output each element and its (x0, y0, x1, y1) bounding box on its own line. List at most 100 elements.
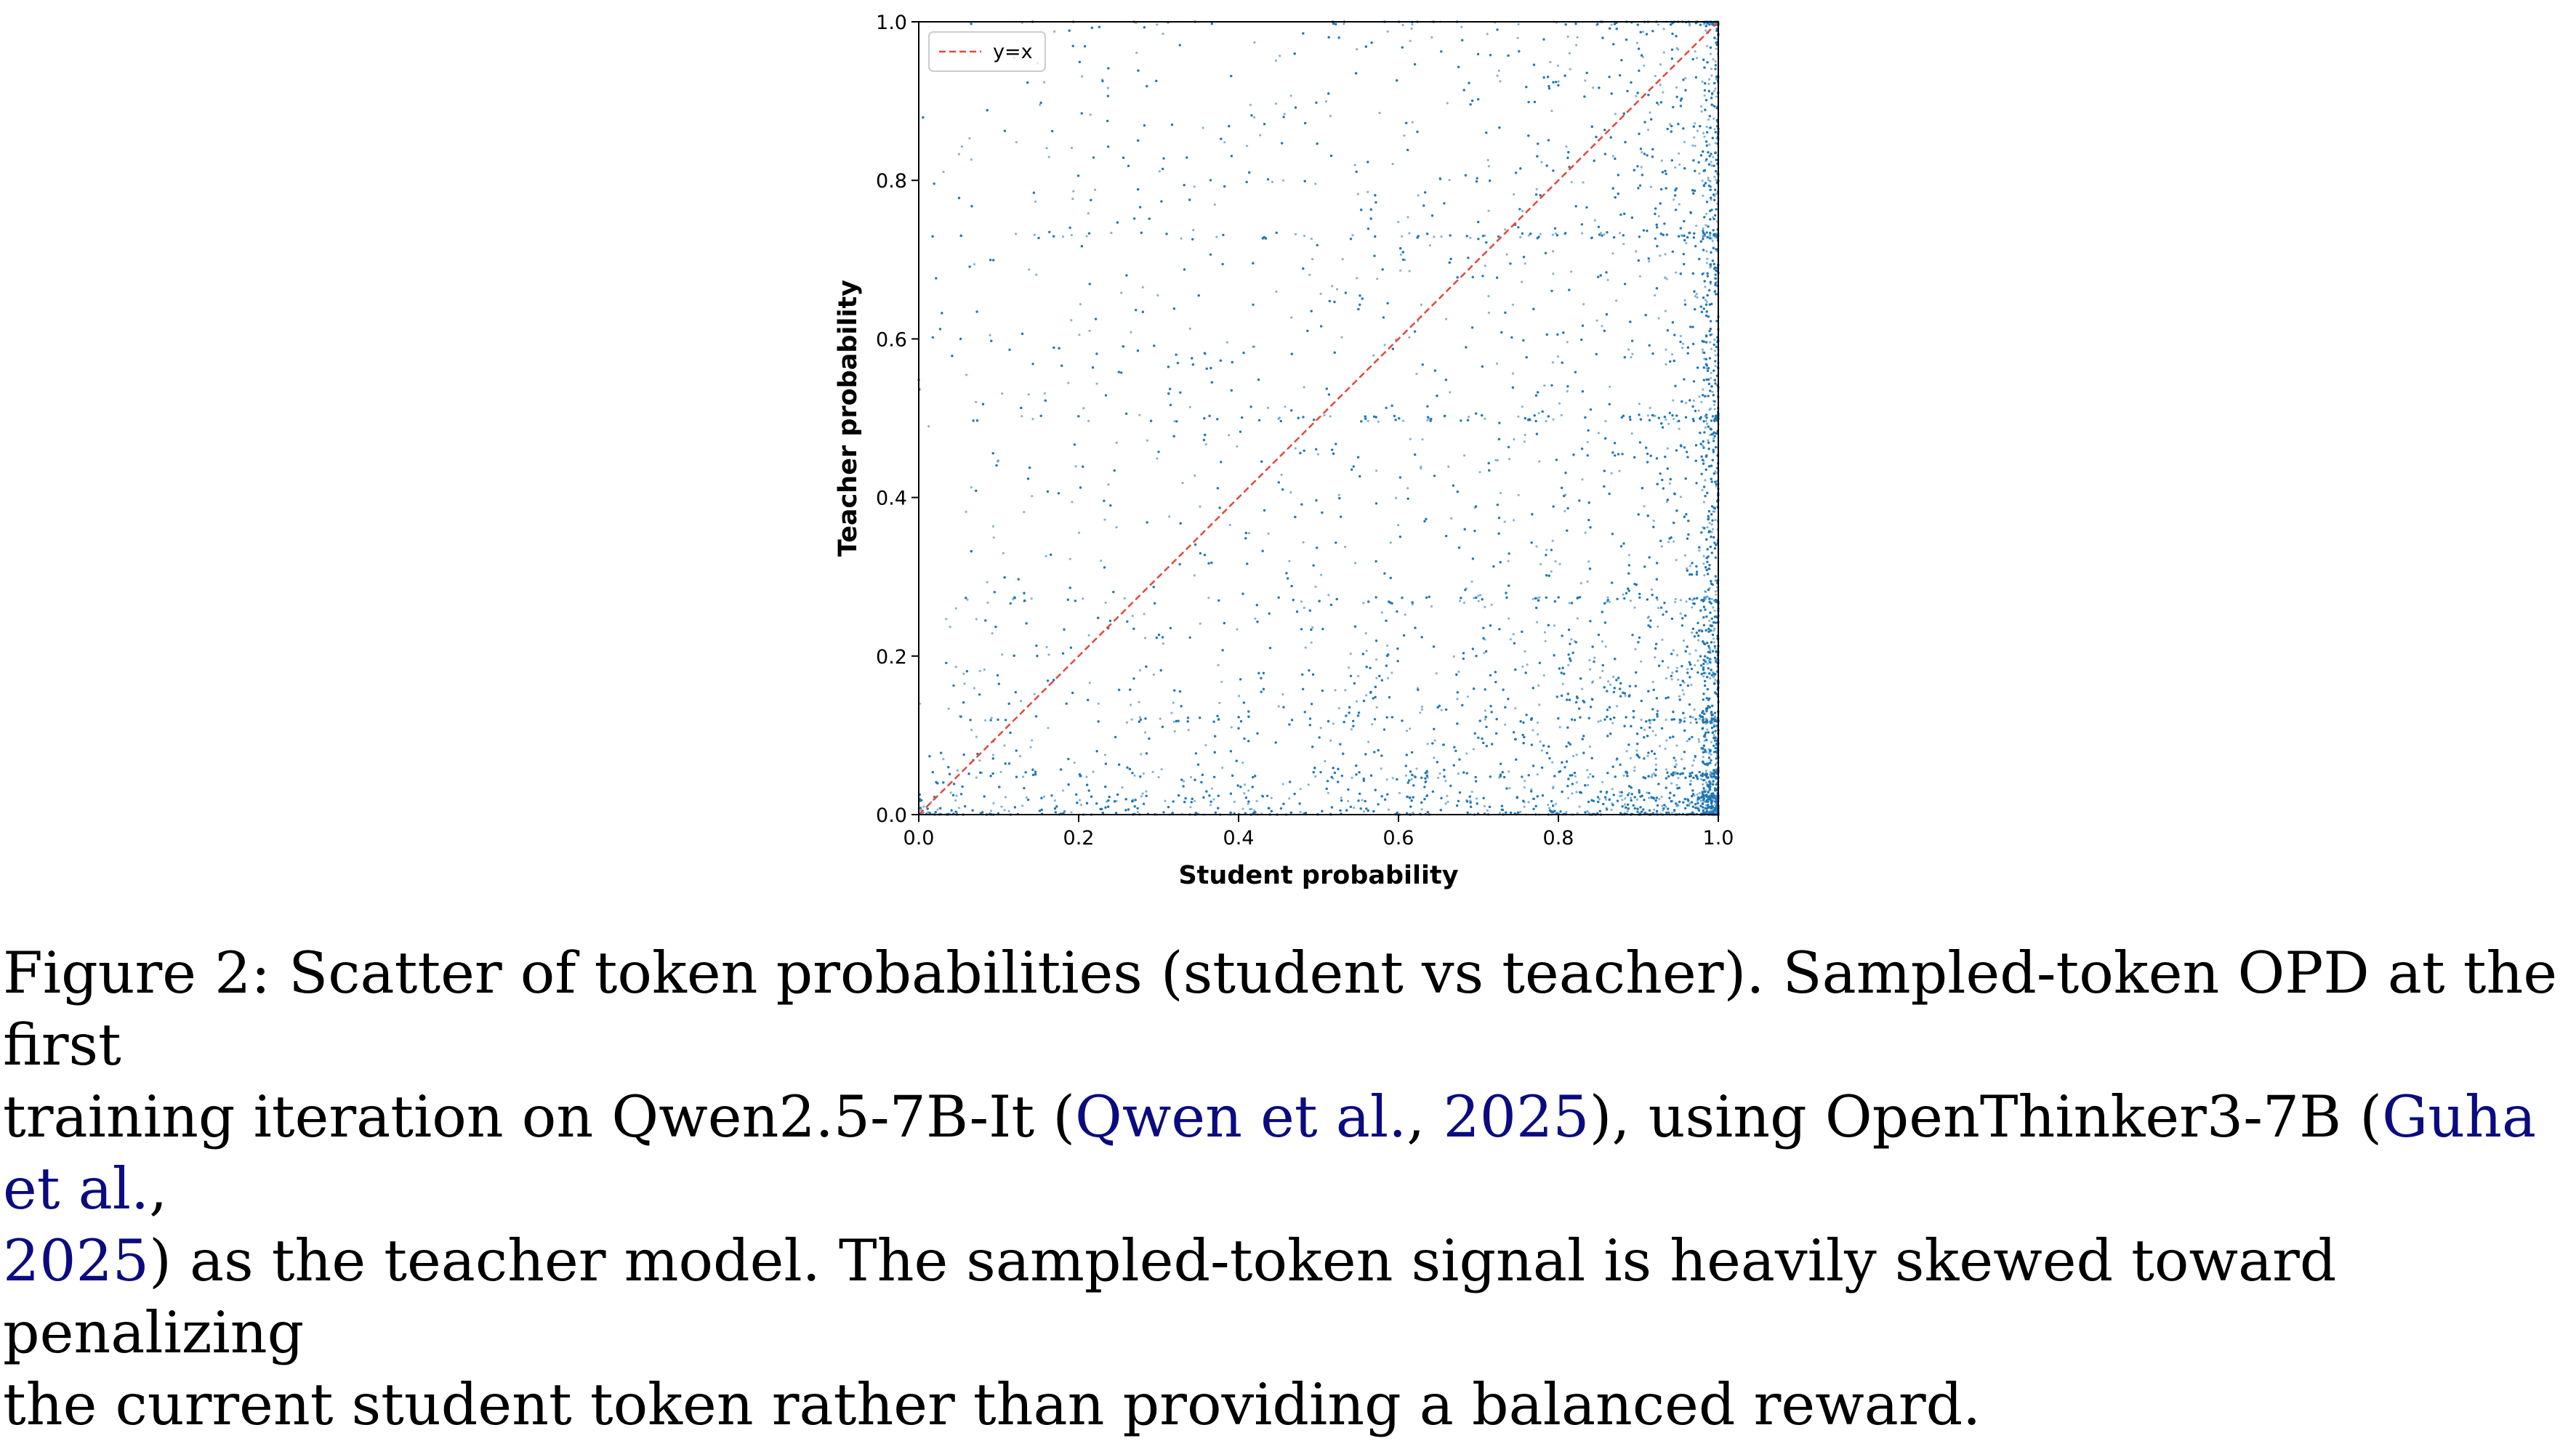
scatter-point (1517, 23, 1520, 25)
scatter-point (1521, 209, 1524, 213)
scatter-point (947, 707, 950, 710)
scatter-point (1193, 574, 1196, 577)
scatter-point (1496, 459, 1500, 462)
scatter-point (1702, 227, 1704, 230)
scatter-point (1085, 235, 1088, 238)
scatter-point (1652, 772, 1656, 775)
scatter-point (1399, 253, 1402, 256)
scatter-point (1710, 530, 1713, 533)
scatter-point (1411, 121, 1414, 124)
scatter-point (1448, 179, 1451, 182)
scatter-point (1537, 733, 1539, 736)
scatter-point (1411, 603, 1414, 606)
scatter-point (1516, 36, 1519, 39)
scatter-point (1685, 401, 1688, 405)
scatter-point (1003, 744, 1006, 747)
scatter-point (1199, 505, 1202, 508)
scatter-point (1664, 310, 1667, 312)
scatter-point (1435, 672, 1438, 675)
scatter-point (1519, 810, 1522, 813)
scatter-point (1657, 23, 1660, 26)
scatter-point (949, 626, 951, 629)
scatter-point (1654, 75, 1657, 78)
scatter-point (1151, 770, 1154, 773)
scatter-point (1712, 676, 1715, 679)
scatter-point (1444, 802, 1447, 805)
scatter-point (1484, 709, 1487, 712)
scatter-point (1472, 748, 1475, 751)
scatter-point (978, 669, 981, 672)
scatter-point (1074, 465, 1077, 468)
scatter-point (1508, 458, 1511, 461)
scatter-point (1708, 234, 1712, 237)
scatter-point (1470, 580, 1473, 583)
scatter-point (1709, 52, 1712, 55)
scatter-point (1140, 753, 1143, 756)
scatter-point (1566, 389, 1569, 393)
scatter-point (1173, 420, 1176, 423)
scatter-point (1674, 771, 1677, 774)
scatter-point (1204, 443, 1207, 446)
scatter-point (1671, 671, 1674, 674)
scatter-point (1702, 132, 1705, 134)
scatter-point (1593, 219, 1596, 222)
scatter-point (1649, 111, 1651, 114)
scatter-point (1576, 36, 1579, 39)
scatter-point (1247, 802, 1249, 805)
scatter-point (1715, 593, 1718, 596)
scatter-point (1018, 755, 1022, 758)
scatter-point (1633, 606, 1636, 609)
scatter-point (1398, 791, 1401, 794)
scatter-point (1408, 336, 1411, 339)
scatter-point (1389, 541, 1392, 544)
scatter-point (1672, 649, 1675, 652)
scatter-point (1703, 358, 1706, 360)
scatter-point (1353, 164, 1356, 166)
scatter-point (1284, 405, 1287, 408)
scatter-point (1707, 646, 1711, 650)
scatter-point (1575, 781, 1578, 784)
scatter-point (989, 334, 991, 336)
scatter-point (1513, 519, 1516, 522)
scatter-point (1703, 135, 1706, 138)
scatter-point (1715, 78, 1718, 81)
scatter-point (1157, 776, 1160, 779)
scatter-point (1552, 787, 1555, 790)
scatter-point (956, 769, 959, 772)
scatter-point (1521, 280, 1524, 283)
scatter-point (1581, 232, 1584, 235)
scatter-point (1681, 689, 1684, 692)
scatter-point (1035, 273, 1038, 276)
scatter-point (1633, 770, 1636, 772)
scatter-point (1021, 804, 1024, 807)
scatter-point (1685, 600, 1688, 603)
scatter-point (1228, 434, 1231, 437)
scatter-point (1473, 597, 1476, 600)
scatter-point (1704, 717, 1707, 720)
scatter-point (1130, 331, 1132, 334)
scatter-point (1630, 796, 1633, 799)
scatter-point (1610, 23, 1613, 26)
scatter-point (1538, 703, 1541, 706)
scatter-point (1241, 762, 1244, 764)
scatter-point (1566, 796, 1570, 799)
scatter-point (1675, 271, 1678, 274)
scatter-point (1290, 316, 1293, 319)
scatter-point (1061, 235, 1065, 238)
scatter-point (1028, 268, 1031, 271)
scatter-point (1307, 783, 1310, 786)
scatter-point (1708, 752, 1711, 755)
scatter-point (1704, 286, 1707, 288)
scatter-point (1063, 810, 1066, 813)
scatter-point (968, 137, 971, 140)
scatter-point (1249, 808, 1252, 811)
scatter-point (1587, 812, 1590, 815)
scatter-point (1347, 799, 1350, 802)
scatter-point (1353, 806, 1356, 810)
scatter-point (1634, 647, 1637, 651)
scatter-point (1698, 717, 1701, 720)
scatter-point (1680, 234, 1683, 237)
scatter-point (1538, 596, 1541, 599)
scatter-point (997, 460, 999, 463)
scatter-point (1601, 669, 1604, 673)
